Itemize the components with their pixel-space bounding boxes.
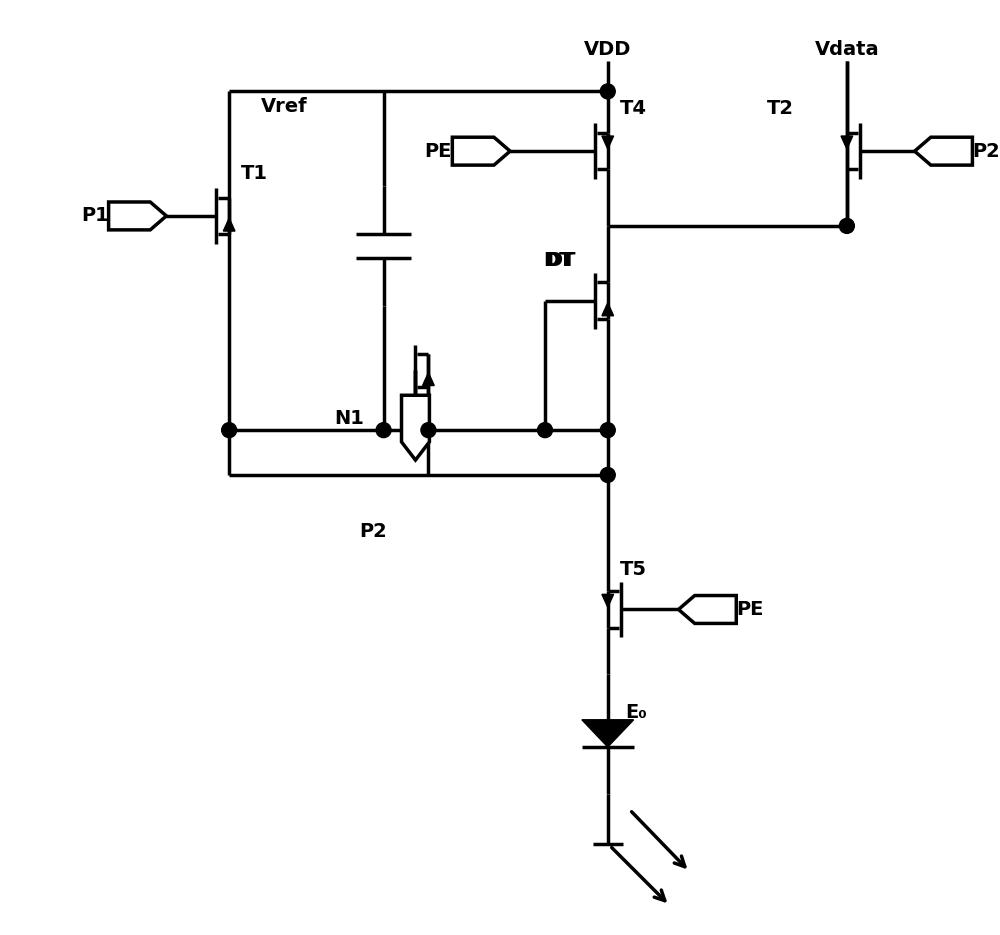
Circle shape	[600, 84, 615, 99]
Text: N1: N1	[334, 409, 364, 427]
Polygon shape	[602, 595, 614, 608]
Text: DT: DT	[543, 252, 572, 270]
Polygon shape	[223, 218, 235, 231]
Circle shape	[600, 468, 615, 482]
Text: T5: T5	[620, 560, 647, 579]
Polygon shape	[402, 396, 429, 460]
Text: P2: P2	[972, 142, 1000, 161]
Text: T2: T2	[767, 99, 794, 118]
Circle shape	[839, 219, 854, 234]
Polygon shape	[423, 373, 434, 385]
Polygon shape	[915, 137, 972, 165]
Text: T4: T4	[620, 99, 647, 118]
Text: PE: PE	[737, 600, 764, 619]
Circle shape	[421, 423, 436, 438]
Text: PE: PE	[425, 142, 452, 161]
Text: E₀: E₀	[626, 702, 647, 722]
Text: VDD: VDD	[584, 40, 631, 59]
Polygon shape	[582, 720, 634, 747]
Text: P2: P2	[360, 523, 387, 541]
Text: T1: T1	[241, 164, 268, 182]
Polygon shape	[841, 136, 853, 149]
Circle shape	[376, 423, 391, 438]
Polygon shape	[602, 303, 614, 316]
Text: P1: P1	[81, 207, 109, 225]
Polygon shape	[109, 202, 166, 230]
Circle shape	[600, 423, 615, 438]
Polygon shape	[452, 137, 510, 165]
Circle shape	[538, 423, 552, 438]
Text: DT: DT	[546, 252, 575, 270]
Text: Vdata: Vdata	[815, 40, 879, 59]
Polygon shape	[602, 136, 614, 149]
Circle shape	[222, 423, 237, 438]
Text: Vref: Vref	[261, 97, 307, 116]
Polygon shape	[678, 596, 736, 624]
